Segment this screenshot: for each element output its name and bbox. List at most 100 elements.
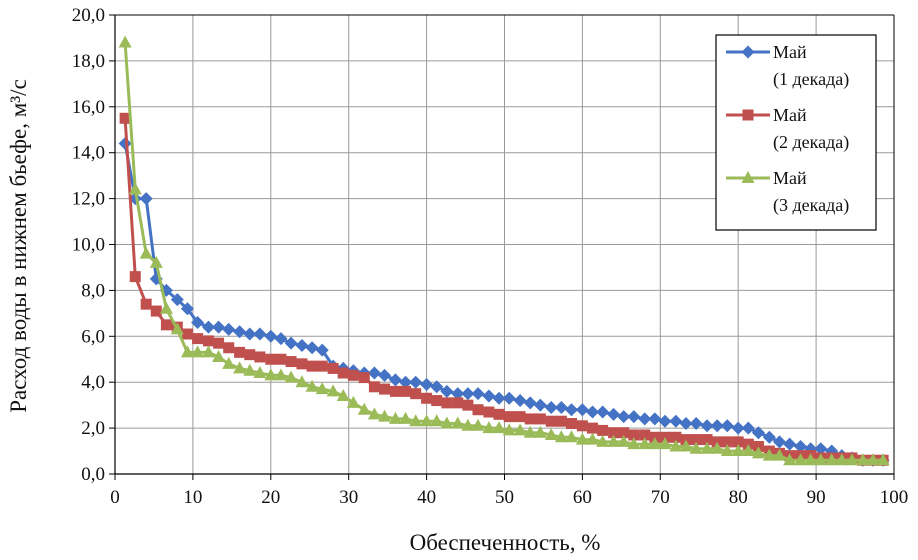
data-point: [721, 436, 733, 448]
data-point: [213, 337, 225, 349]
data-point: [119, 112, 131, 124]
data-point: [638, 437, 652, 450]
legend-label: Май: [773, 105, 807, 125]
y-tick-label: 16,0: [72, 97, 105, 118]
data-point: [772, 435, 786, 449]
data-point: [513, 394, 527, 408]
data-point: [315, 382, 329, 395]
data-point: [234, 346, 246, 358]
data-point: [440, 416, 454, 429]
data-point: [295, 375, 309, 388]
data-point: [420, 414, 434, 427]
data-point: [710, 419, 724, 433]
data-point: [492, 421, 506, 434]
data-point: [564, 430, 578, 443]
legend-marker: [741, 171, 755, 183]
x-axis-title: Обеспеченность, %: [410, 530, 601, 555]
legend-label: (2 декада): [773, 132, 849, 153]
data-point: [700, 419, 714, 433]
data-point: [150, 305, 162, 317]
data-point: [607, 407, 621, 421]
data-point: [440, 384, 454, 398]
data-point: [689, 441, 703, 454]
legend-label: Май: [773, 168, 807, 188]
data-point: [762, 430, 776, 444]
data-point: [346, 395, 360, 408]
data-point: [180, 302, 194, 316]
axes: [109, 14, 895, 480]
data-point: [690, 434, 702, 446]
y-tick-label: 10,0: [72, 235, 105, 256]
data-point: [825, 453, 839, 466]
data-point: [462, 399, 474, 411]
x-tick-label: 0: [110, 487, 120, 508]
data-point: [441, 397, 453, 409]
data-point: [835, 453, 849, 466]
data-point: [575, 403, 589, 417]
data-point: [223, 342, 235, 354]
y-tick-label: 2,0: [81, 418, 105, 439]
legend-label: (1 декада): [773, 69, 849, 90]
data-point: [410, 388, 422, 400]
data-point: [265, 353, 277, 365]
y-tick-label: 4,0: [81, 372, 105, 393]
data-point: [669, 439, 683, 452]
data-point: [731, 421, 745, 435]
data-point: [140, 298, 152, 310]
data-point: [336, 388, 350, 401]
legend-box: [715, 34, 877, 231]
data-point: [201, 345, 215, 358]
data-point: [732, 436, 744, 448]
data-point: [648, 412, 662, 426]
data-point: [357, 402, 371, 415]
data-point: [544, 400, 558, 414]
data-point: [689, 417, 703, 431]
data-point: [421, 392, 433, 404]
data-point: [368, 381, 380, 393]
data-point: [533, 398, 547, 412]
data-point: [710, 441, 724, 454]
data-point: [149, 255, 163, 268]
data-point: [762, 448, 776, 461]
data-point: [638, 412, 652, 426]
x-tick-label: 30: [339, 487, 358, 508]
data-point: [264, 368, 278, 381]
data-point: [639, 429, 651, 441]
data-point: [358, 372, 370, 384]
y-tick-label: 8,0: [81, 280, 105, 301]
data-point: [233, 361, 247, 374]
data-point: [233, 325, 247, 339]
data-point: [253, 327, 267, 341]
data-point: [700, 441, 714, 454]
x-tick-label: 60: [573, 487, 592, 508]
data-point: [679, 417, 693, 431]
data-point: [554, 430, 568, 443]
data-point: [783, 437, 797, 451]
data-point: [378, 368, 392, 382]
data-point: [254, 351, 266, 363]
data-point: [461, 387, 475, 401]
data-point: [534, 413, 546, 425]
tick-labels: 0 10 20 30 40 50 60 70 80 90 100 0,0 2,0 4,0 6,0 8,0 10,…: [72, 5, 909, 508]
data-point: [503, 411, 515, 423]
data-point: [118, 35, 132, 48]
data-point: [533, 425, 547, 438]
data-point: [720, 444, 734, 457]
series-1: [118, 137, 890, 467]
data-point: [492, 391, 506, 405]
data-point: [244, 349, 256, 361]
x-tick-label: 80: [729, 487, 748, 508]
data-point: [367, 407, 381, 420]
data-point: [337, 367, 349, 379]
data-point: [326, 384, 340, 397]
data-point: [430, 414, 444, 427]
data-point: [701, 434, 713, 446]
data-point: [181, 328, 193, 340]
x-tick-label: 20: [261, 487, 280, 508]
data-point: [794, 439, 808, 453]
legend-label: (3 декада): [773, 195, 849, 216]
data-point: [741, 444, 755, 457]
data-point: [201, 320, 215, 334]
data-point: [253, 366, 267, 379]
